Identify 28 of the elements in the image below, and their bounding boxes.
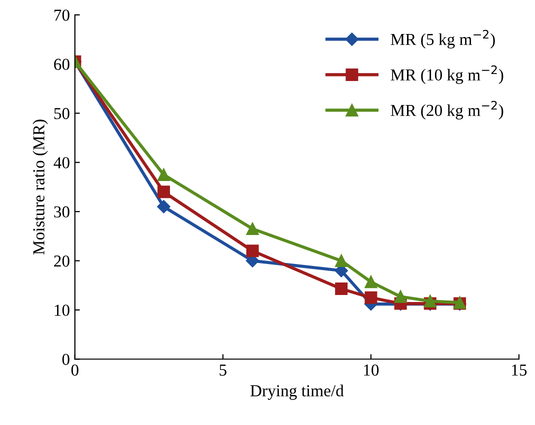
legend-label: MR (5 kg m$^{−2}$) [390, 30, 495, 49]
point [157, 168, 170, 181]
point [364, 276, 378, 288]
x-tick-label: 10 [364, 364, 379, 376]
x-tick-label: 0 [71, 364, 78, 376]
x-tick-label: 15 [512, 364, 527, 376]
y-tick-label: 0 [62, 354, 70, 366]
legend-label: MR (20 kg m$^{−2}$) [390, 100, 504, 120]
point [335, 254, 348, 268]
point [424, 294, 436, 308]
point [157, 186, 170, 198]
point [364, 291, 378, 304]
x-tick-label: 5 [220, 364, 226, 376]
y-tick-label: 70 [54, 10, 70, 21]
x-axis-title: Drying time/d [250, 384, 344, 400]
y-tick-label: 10 [54, 304, 70, 316]
y-tick-label: 60 [54, 58, 70, 70]
legend-label: MR (10 kg m$^{−2}$) [390, 65, 504, 84]
y-tick-label: 50 [54, 108, 70, 120]
point [335, 282, 348, 296]
point [246, 222, 259, 236]
point [246, 244, 259, 258]
y-tick-label: 30 [54, 206, 70, 218]
point [157, 200, 170, 214]
y-tick-label: 20 [54, 255, 70, 267]
y-tick-label: 40 [54, 157, 70, 168]
y-axis-title: Moisture ratio (MR) [32, 120, 48, 255]
point [394, 290, 407, 303]
